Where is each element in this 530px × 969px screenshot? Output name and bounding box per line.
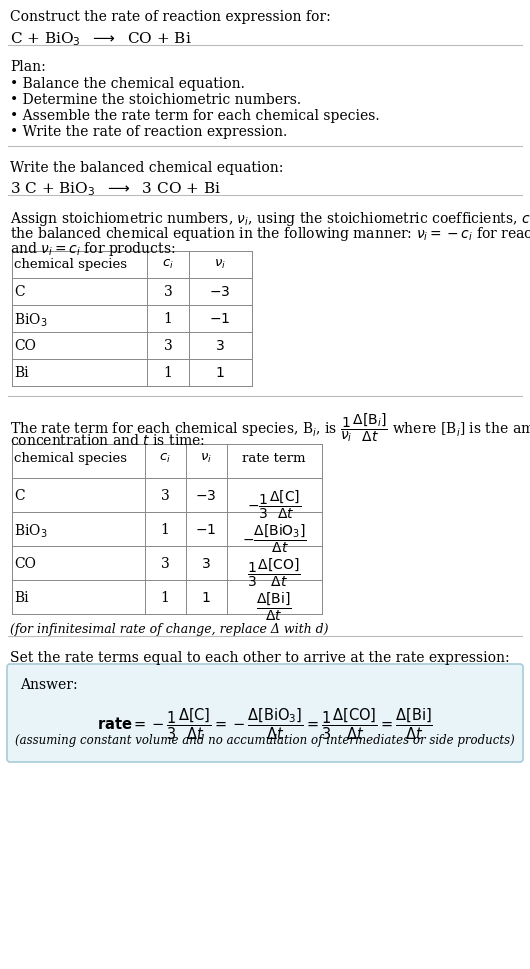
Text: $\nu_i$: $\nu_i$	[200, 452, 212, 464]
Text: • Balance the chemical equation.: • Balance the chemical equation.	[10, 77, 245, 91]
Text: 3: 3	[164, 285, 172, 298]
FancyBboxPatch shape	[7, 665, 523, 763]
Text: $c_i$: $c_i$	[159, 452, 171, 464]
Text: 3: 3	[161, 488, 170, 503]
Text: chemical species: chemical species	[14, 452, 127, 464]
Text: $-1$: $-1$	[209, 312, 231, 326]
Text: chemical species: chemical species	[14, 258, 127, 270]
Text: BiO$_3$: BiO$_3$	[14, 522, 48, 540]
Text: Set the rate terms equal to each other to arrive at the rate expression:: Set the rate terms equal to each other t…	[10, 650, 510, 665]
Text: and $\nu_i = c_i$ for products:: and $\nu_i = c_i$ for products:	[10, 239, 175, 258]
Text: Assign stoichiometric numbers, $\nu_i$, using the stoichiometric coefficients, $: Assign stoichiometric numbers, $\nu_i$, …	[10, 209, 530, 228]
Text: $-\dfrac{\Delta[\mathrm{BiO_3}]}{\Delta t}$: $-\dfrac{\Delta[\mathrm{BiO_3}]}{\Delta …	[242, 522, 306, 555]
Text: (for infinitesimal rate of change, replace Δ with d): (for infinitesimal rate of change, repla…	[10, 622, 329, 636]
Text: C + BiO$_3$  $\longrightarrow$  CO + Bi: C + BiO$_3$ $\longrightarrow$ CO + Bi	[10, 30, 192, 47]
Text: BiO$_3$: BiO$_3$	[14, 312, 48, 329]
Text: 1: 1	[161, 590, 170, 605]
Text: CO: CO	[14, 338, 36, 353]
Text: 1: 1	[161, 522, 170, 537]
Text: $3$: $3$	[201, 556, 211, 571]
Text: 1: 1	[164, 365, 172, 380]
Text: rate term: rate term	[242, 452, 306, 464]
Text: • Assemble the rate term for each chemical species.: • Assemble the rate term for each chemic…	[10, 109, 379, 123]
Text: $\dfrac{1}{3}\dfrac{\Delta[\mathrm{CO}]}{\Delta t}$: $\dfrac{1}{3}\dfrac{\Delta[\mathrm{CO}]}…	[248, 556, 301, 589]
Text: $-3$: $-3$	[209, 285, 231, 298]
Text: $-3$: $-3$	[196, 488, 217, 503]
Text: C: C	[14, 488, 24, 503]
Text: The rate term for each chemical species, B$_i$, is $\dfrac{1}{\nu_i}\dfrac{\Delt: The rate term for each chemical species,…	[10, 411, 530, 443]
Text: $3$: $3$	[215, 338, 225, 353]
Text: Answer:: Answer:	[20, 677, 77, 691]
Text: $c_i$: $c_i$	[162, 258, 174, 270]
Text: concentration and $t$ is time:: concentration and $t$ is time:	[10, 432, 205, 448]
Text: $\mathbf{rate} = -\dfrac{1}{3}\dfrac{\Delta[\mathrm{C}]}{\Delta t} = -\dfrac{\De: $\mathbf{rate} = -\dfrac{1}{3}\dfrac{\De…	[97, 705, 433, 740]
Text: $\nu_i$: $\nu_i$	[214, 258, 226, 270]
Text: 3: 3	[161, 556, 170, 571]
Text: $1$: $1$	[201, 590, 211, 605]
Text: $\dfrac{\Delta[\mathrm{Bi}]}{\Delta t}$: $\dfrac{\Delta[\mathrm{Bi}]}{\Delta t}$	[256, 590, 292, 623]
Text: Construct the rate of reaction expression for:: Construct the rate of reaction expressio…	[10, 10, 331, 24]
Text: $-\dfrac{1}{3}\dfrac{\Delta[\mathrm{C}]}{\Delta t}$: $-\dfrac{1}{3}\dfrac{\Delta[\mathrm{C}]}…	[247, 488, 301, 520]
Text: Plan:: Plan:	[10, 60, 46, 74]
Text: (assuming constant volume and no accumulation of intermediates or side products): (assuming constant volume and no accumul…	[15, 734, 515, 746]
Text: $-1$: $-1$	[196, 522, 217, 537]
Text: Write the balanced chemical equation:: Write the balanced chemical equation:	[10, 161, 284, 174]
Text: 1: 1	[164, 312, 172, 326]
Text: Bi: Bi	[14, 590, 29, 605]
Text: 3: 3	[164, 338, 172, 353]
Text: the balanced chemical equation in the following manner: $\nu_i = -c_i$ for react: the balanced chemical equation in the fo…	[10, 225, 530, 243]
Text: • Write the rate of reaction expression.: • Write the rate of reaction expression.	[10, 125, 287, 139]
Text: $1$: $1$	[215, 365, 225, 380]
Text: Bi: Bi	[14, 365, 29, 380]
Text: C: C	[14, 285, 24, 298]
Text: • Determine the stoichiometric numbers.: • Determine the stoichiometric numbers.	[10, 93, 301, 107]
Text: CO: CO	[14, 556, 36, 571]
Text: 3 C + BiO$_3$  $\longrightarrow$  3 CO + Bi: 3 C + BiO$_3$ $\longrightarrow$ 3 CO + B…	[10, 180, 221, 198]
